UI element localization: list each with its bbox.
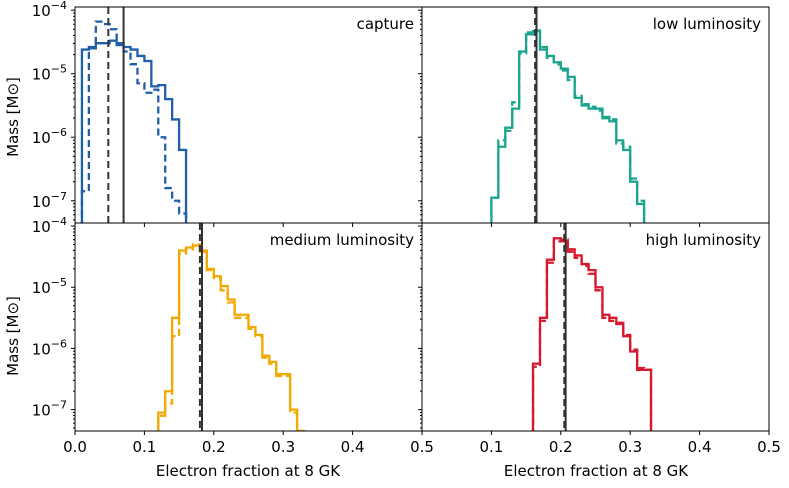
x-tick-label: 0.4	[688, 438, 712, 456]
panel-frame	[74, 6, 423, 224]
x-tick-label: 0.2	[202, 438, 226, 456]
panel-capture: capture 10−4 10−5 10−6 10−7	[32, 0, 423, 227]
x-tick-label: 0.1	[132, 438, 156, 456]
y-tick-label: 10−6	[32, 126, 67, 147]
panel-title: capture	[357, 15, 414, 33]
panel-title: low luminosity	[653, 15, 761, 33]
plot-area	[531, 223, 653, 431]
x-tick-label: 0.4	[341, 438, 365, 456]
x-tick-label: 0.5	[410, 438, 434, 456]
y-tick-label: 10−4	[32, 0, 67, 20]
histogram-solid	[490, 29, 646, 223]
histogram-dashed	[80, 20, 188, 223]
y-tick-label: 10−5	[32, 276, 67, 297]
y-tick-label: 10−5	[32, 63, 67, 84]
panel-title: high luminosity	[646, 231, 761, 249]
y-tick-label: 10−7	[32, 399, 67, 420]
histogram-solid	[80, 39, 188, 223]
y-tick-label: 10−4	[32, 215, 67, 236]
histogram-dashed	[490, 29, 646, 223]
panel-title: medium luminosity	[270, 231, 414, 249]
histogram-dashed	[531, 238, 653, 431]
plot-area	[490, 7, 646, 223]
x-tick-label: 0.5	[757, 438, 781, 456]
y-axis-label-top: Mass [M⊙]	[4, 77, 22, 157]
plot-area	[157, 223, 306, 431]
plot-area	[80, 7, 188, 223]
x-tick-label: 0.3	[618, 438, 642, 456]
x-axis-label-right: Electron fraction at 8 GK	[504, 462, 689, 480]
x-tick-label: 0.0	[63, 438, 87, 456]
panels: capture 10−4 10−5 10−6 10−7 low luminosity med…	[32, 0, 781, 456]
panel-high-luminosity: high luminosity 0.1 0.2 0.3 0.4 0.5	[418, 222, 781, 456]
x-axis-label-left: Electron fraction at 8 GK	[156, 462, 341, 480]
panel-frame	[421, 6, 770, 224]
x-tick-label: 0.1	[479, 438, 503, 456]
histogram-dashed	[157, 243, 306, 431]
x-tick-label: 0.2	[549, 438, 573, 456]
panel-medium-luminosity: medium luminosity 0.0 0.1 0.2 0.3 0.4 0.5 10−4 1…	[32, 215, 434, 456]
x-tick-label: 0.3	[271, 438, 295, 456]
y-tick-label: 10−6	[32, 337, 67, 358]
histogram-solid	[531, 237, 653, 431]
axis-labels: Electron fraction at 8 GK Electron fract…	[4, 77, 689, 480]
y-tick-label: 10−7	[32, 190, 67, 211]
panel-frame	[421, 222, 770, 432]
panel-low-luminosity: low luminosity	[418, 6, 770, 227]
y-axis-label-bottom: Mass [M⊙]	[4, 296, 22, 376]
